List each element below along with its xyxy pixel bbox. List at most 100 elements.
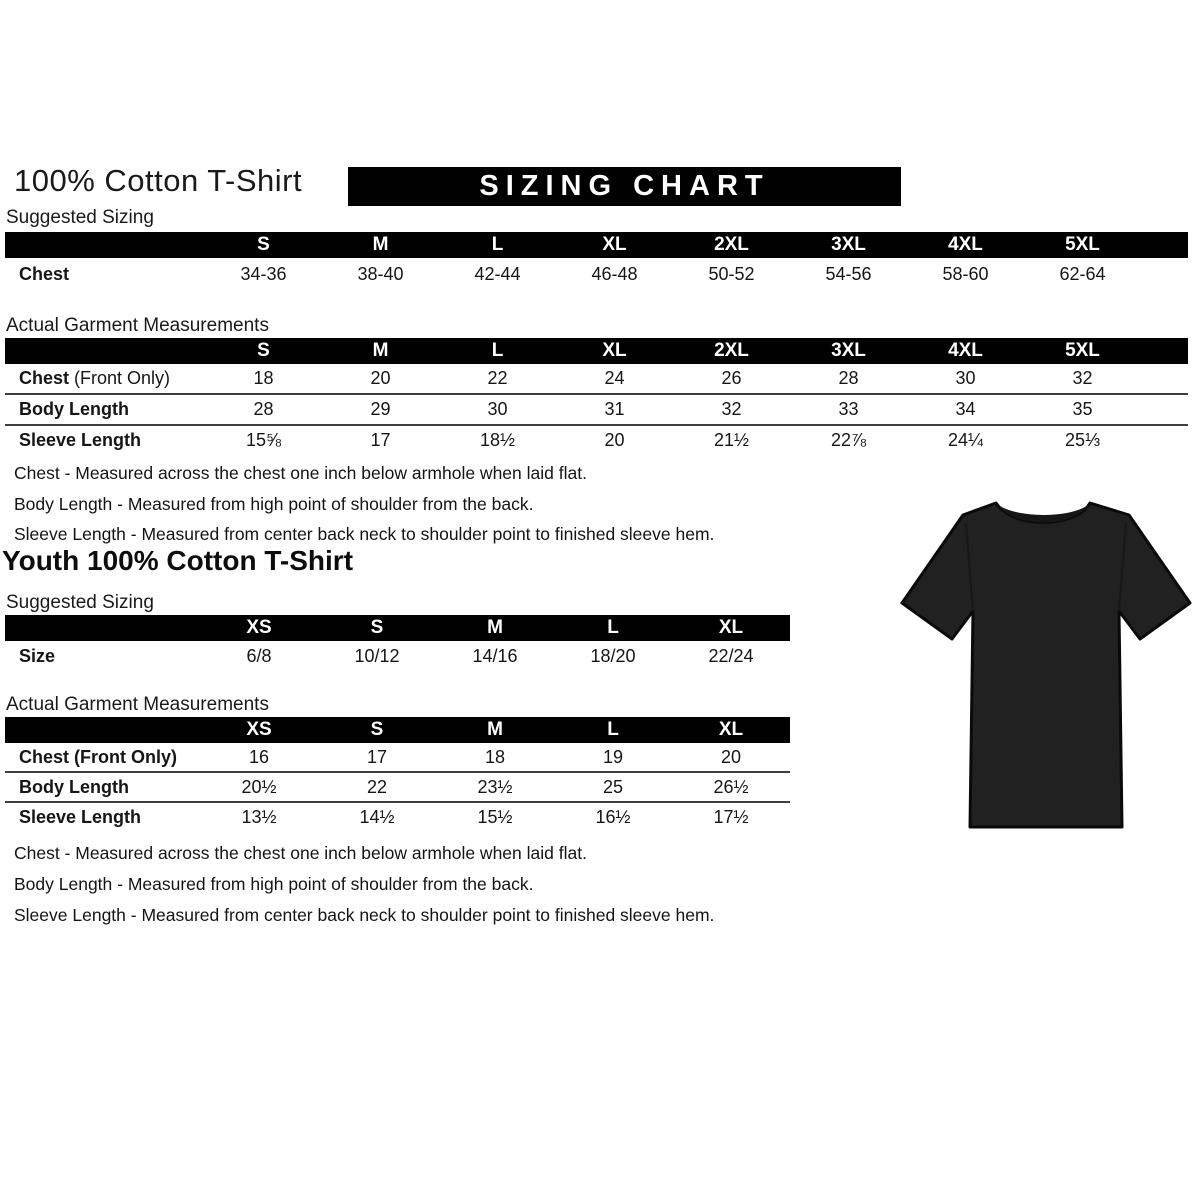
cell-filler	[1141, 364, 1188, 394]
table-row: Body Length 28 29 30 31 32 33 34 35	[5, 393, 1188, 425]
page-title: 100% Cotton T-Shirt	[14, 163, 303, 198]
col-header: 3XL	[790, 232, 907, 258]
col-header-blank	[5, 232, 205, 258]
row-label: Chest (Front Only)	[5, 364, 205, 394]
table-row: Body Length 20½ 22 23½ 25 26½	[5, 771, 790, 802]
tshirt-body-shape	[900, 501, 1192, 829]
tshirt-shoulder-seam-right	[1118, 522, 1127, 612]
cell: 20	[370, 368, 391, 388]
cell-filler	[1141, 393, 1188, 425]
col-header: XL	[556, 232, 673, 258]
cell: 50-52	[708, 264, 755, 284]
row-label: Size	[19, 646, 56, 666]
adult-measurement-notes: Chest - Measured across the chest one in…	[14, 458, 714, 550]
row-label-main: Chest	[19, 368, 70, 388]
youth-section-title: Youth 100% Cotton T-Shirt	[2, 545, 354, 576]
cell: 21½	[673, 424, 790, 455]
cell: 17	[322, 424, 439, 455]
cell: 20	[720, 746, 742, 767]
cell: 19	[602, 746, 624, 767]
cell: 22⅞	[790, 424, 907, 455]
cell: 42-44	[474, 264, 521, 284]
table-row: Chest 34-36 38-40 42-44 46-48 50-52 54-5…	[5, 258, 1188, 291]
adult-actual-measurements-table: S M L XL 2XL 3XL 4XL 5XL Chest (Front On…	[5, 338, 1188, 455]
row-label: Body Length	[5, 771, 200, 802]
cell: 29	[322, 393, 439, 425]
col-header: L	[554, 717, 672, 743]
note-line: Chest - Measured across the chest one in…	[14, 843, 587, 863]
cell: 24	[604, 368, 625, 388]
cell: 17½	[672, 801, 790, 831]
col-header: 4XL	[907, 232, 1024, 258]
table-row: Sleeve Length 13½ 14½ 15½ 16½ 17½	[5, 801, 790, 831]
col-header: L	[439, 232, 556, 258]
col-header: S	[318, 717, 436, 743]
tshirt-shoulder-seam-left	[965, 522, 974, 612]
cell: 31	[556, 393, 673, 425]
col-header: 4XL	[907, 338, 1024, 364]
cell: 17	[366, 746, 388, 767]
cell: 15½	[436, 801, 554, 831]
cell: 34	[907, 393, 1024, 425]
table-header-row: S M L XL 2XL 3XL 4XL 5XL	[5, 232, 1188, 258]
note-line: Body Length - Measured from high point o…	[14, 874, 534, 894]
row-label-note: (Front Only)	[74, 368, 171, 388]
col-header: 5XL	[1024, 338, 1141, 364]
cell: 35	[1024, 393, 1141, 425]
note-line: Sleeve Length - Measured from center bac…	[14, 905, 715, 925]
table-row: Sleeve Length 15⅝ 17 18½ 20 21½ 22⅞ 24¼ …	[5, 424, 1188, 455]
col-header: XL	[672, 615, 790, 641]
youth-suggested-sizing-label: Suggested Sizing	[6, 592, 154, 613]
youth-actual-measurements-label: Actual Garment Measurements	[6, 694, 269, 715]
col-header: 2XL	[673, 338, 790, 364]
cell: 18½	[439, 424, 556, 455]
col-header: M	[322, 338, 439, 364]
col-header-blank	[5, 615, 200, 641]
col-header: S	[205, 232, 322, 258]
cell: 26	[721, 368, 742, 388]
cell: 58-60	[942, 264, 989, 284]
row-label: Sleeve Length	[5, 424, 205, 455]
col-header-filler	[1141, 232, 1188, 258]
col-header: M	[436, 615, 554, 641]
cell: 28	[205, 393, 322, 425]
row-label: Chest	[19, 264, 70, 284]
cell: 46-48	[591, 264, 638, 284]
cell: 18	[253, 368, 274, 388]
table-row: Chest (Front Only) 18 20 22 24 26 28 30 …	[5, 364, 1188, 394]
cell: 14/16	[472, 646, 518, 666]
cell: 30	[439, 393, 556, 425]
cell: 38-40	[357, 264, 404, 284]
cell: 34-36	[240, 264, 287, 284]
cell: 32	[673, 393, 790, 425]
youth-suggested-sizing-table: XS S M L XL Size 6/8 10/12 14/16 18/20 2…	[5, 615, 790, 672]
col-header: XL	[672, 717, 790, 743]
col-header: M	[322, 232, 439, 258]
col-header: 5XL	[1024, 232, 1141, 258]
col-header: XL	[556, 338, 673, 364]
col-header: 2XL	[673, 232, 790, 258]
col-header: XS	[200, 615, 318, 641]
note-line: Chest - Measured across the chest one in…	[14, 463, 587, 483]
cell: 25⅓	[1024, 424, 1141, 455]
row-label: Sleeve Length	[5, 801, 200, 831]
tshirt-graphic	[900, 501, 1192, 829]
table-header-row: S M L XL 2XL 3XL 4XL 5XL	[5, 338, 1188, 364]
cell: 6/8	[246, 646, 272, 666]
col-header: L	[554, 615, 672, 641]
cell: 23½	[436, 771, 554, 802]
table-header-row: XS S M L XL	[5, 717, 790, 743]
cell: 22	[487, 368, 508, 388]
cell: 15⅝	[205, 424, 322, 455]
cell: 22	[318, 771, 436, 802]
col-header-blank	[5, 338, 205, 364]
table-header-row: XS S M L XL	[5, 615, 790, 641]
col-header: L	[439, 338, 556, 364]
cell: 20½	[200, 771, 318, 802]
col-header-filler	[1141, 338, 1188, 364]
row-label: Body Length	[5, 393, 205, 425]
col-header: S	[205, 338, 322, 364]
sizing-chart-banner-text: SIZING CHART	[479, 170, 770, 202]
cell-filler	[1141, 258, 1188, 291]
cell: 16	[248, 746, 270, 767]
